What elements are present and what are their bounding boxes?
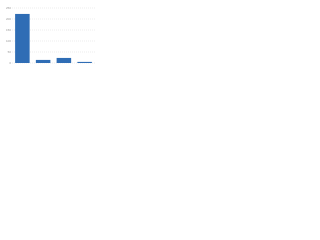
chart: 0 50 100 150 200 250 [6,6,95,65]
y-tick-label: 100 [6,39,11,43]
y-tick-label: 150 [6,28,11,32]
bar [35,59,51,63]
y-tick-label: 200 [6,17,11,21]
y-tick-label: 50 [8,50,12,54]
bar [15,13,30,64]
bar [77,61,92,63]
bar [56,57,72,63]
y-tick-label: 250 [6,6,11,10]
y-tick-label: 0 [9,61,11,65]
